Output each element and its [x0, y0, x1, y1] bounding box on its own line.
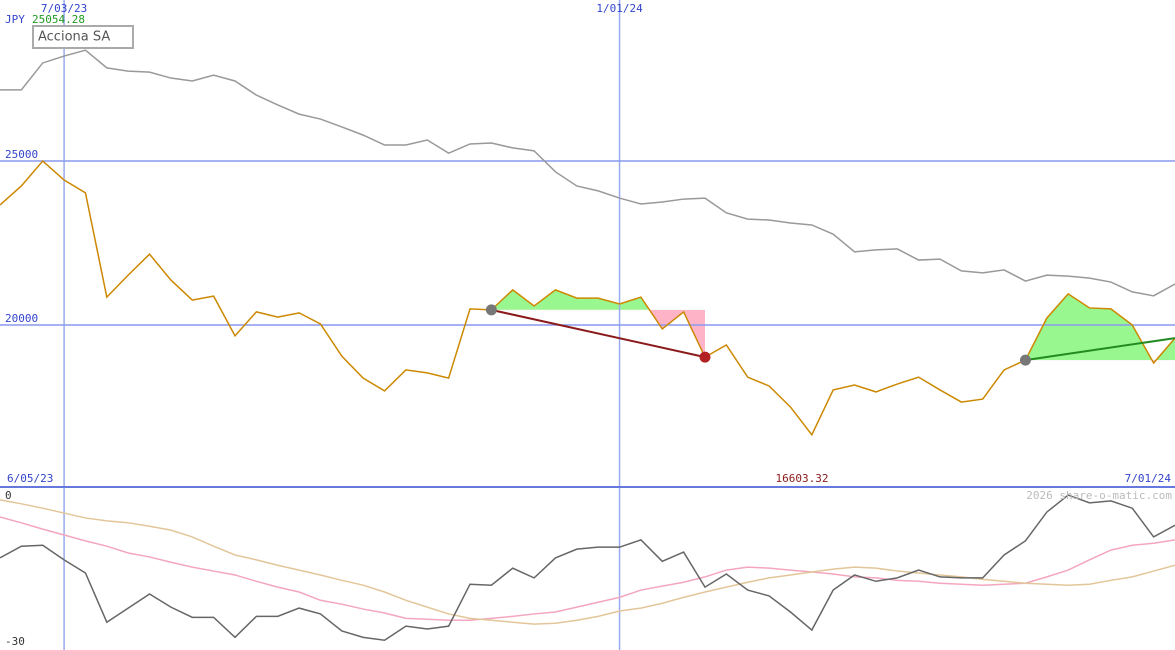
y-tick-label: 25000: [5, 148, 38, 161]
x-tick-label: 7/03/23: [41, 2, 87, 15]
legend-box: [32, 25, 134, 49]
signal-line: [1025, 337, 1175, 362]
signal-line: [491, 308, 706, 359]
entry-marker: [1019, 354, 1031, 366]
y-tick-label: 20000: [5, 312, 38, 325]
legend-title: Acciona SA: [38, 30, 110, 45]
high-label: 25054.28: [32, 13, 85, 26]
series-line: [0, 516, 1175, 622]
low-label: 16603.32: [776, 472, 829, 485]
y-tick-label: 0: [5, 489, 12, 502]
end-label: 7/01/24: [1125, 472, 1172, 485]
entry-marker: [485, 304, 497, 316]
signal-fill: [649, 309, 705, 358]
currency: JPY: [5, 13, 25, 26]
series-line: [0, 494, 1175, 642]
y-tick-label: -30: [5, 635, 25, 648]
series-line: [0, 49, 1175, 297]
exit-marker: [699, 351, 711, 363]
x-tick-label: 1/01/24: [596, 2, 643, 15]
watermark: 2026 share-o-matic.com: [1026, 489, 1172, 502]
series-line: [0, 499, 1175, 625]
signal-fill: [491, 289, 705, 310]
start-label: 6/05/23: [7, 472, 53, 485]
series-line: [0, 159, 1175, 437]
